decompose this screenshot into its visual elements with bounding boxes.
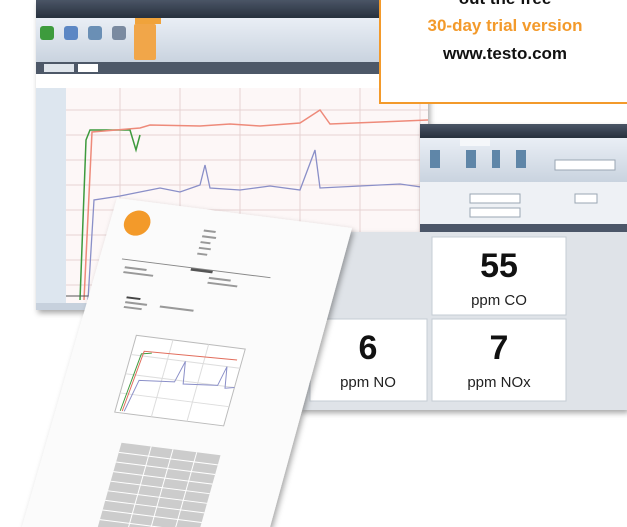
- promo-line-2: 30-day trial version: [428, 16, 583, 35]
- promo-line-1: out the free: [459, 0, 552, 8]
- printed-report: [22, 198, 352, 527]
- readings: 55 ppm CO 6 ppm NO 7 ppm NOx: [340, 247, 531, 391]
- promo-box: out the free 30-day trial version www.te…: [379, 0, 627, 104]
- promo-url: www.testo.com: [442, 44, 567, 63]
- reading-unit: ppm CO: [471, 292, 527, 309]
- reading-unit: ppm NO: [340, 374, 396, 391]
- reading-unit: ppm NOx: [467, 374, 531, 391]
- reading-value: 7: [490, 329, 509, 367]
- reading-value: 55: [480, 247, 518, 285]
- reading-value: 6: [359, 329, 378, 367]
- software-window-readings: [300, 124, 627, 410]
